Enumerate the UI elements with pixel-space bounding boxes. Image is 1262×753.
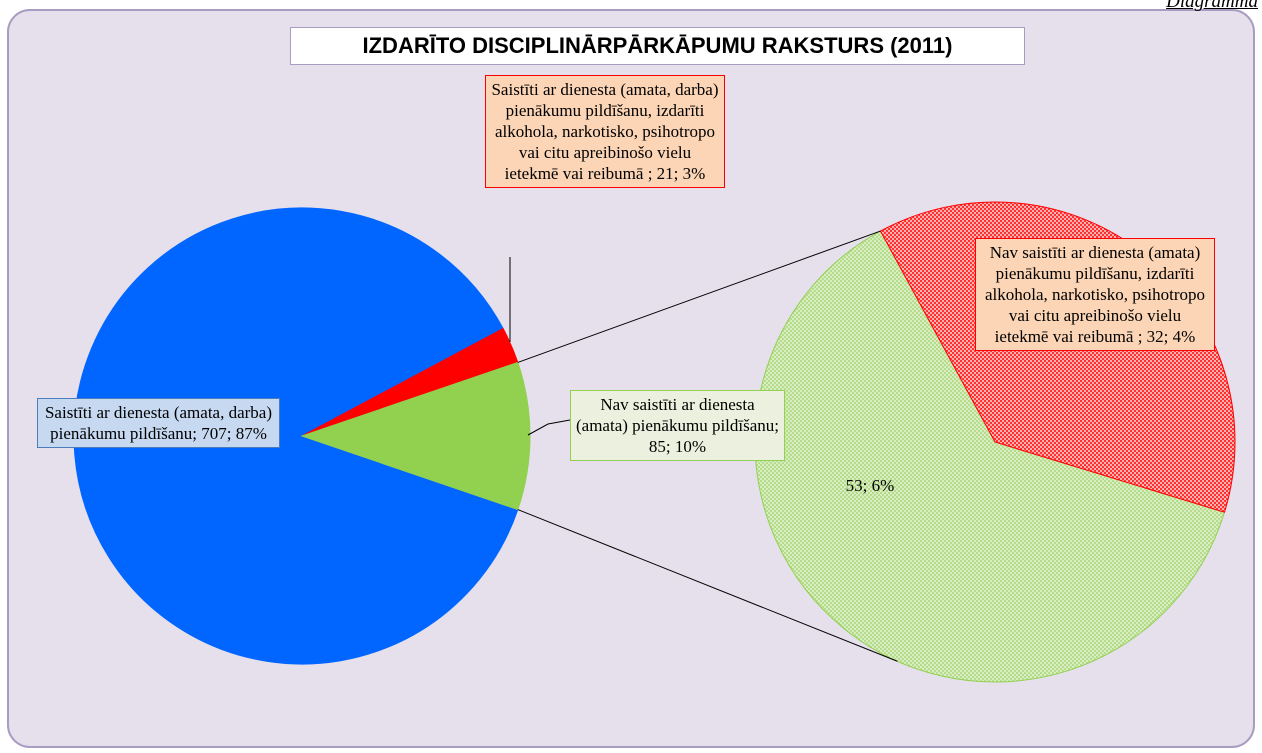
pie-slice bbox=[300, 361, 531, 511]
leader-line bbox=[527, 419, 571, 436]
data-label: 53; 6% bbox=[845, 476, 895, 495]
connector-line bbox=[517, 230, 881, 363]
data-label: Saistīti ar dienesta (amata, darba) pien… bbox=[37, 398, 280, 448]
corner-text: Diagramma bbox=[1166, 0, 1258, 12]
chart-title: IZDARĪTO DISCIPLINĀRPĀRKĀPUMU RAKSTURS (… bbox=[290, 27, 1025, 65]
pie-slice bbox=[754, 230, 1226, 683]
data-label: Saistīti ar dienesta (amata, darba) pien… bbox=[485, 75, 725, 188]
connector-line bbox=[517, 509, 898, 662]
pie-slice bbox=[73, 207, 519, 665]
data-label: Nav saistīti ar dienesta (amata) pienāku… bbox=[975, 238, 1215, 351]
data-label: Nav saistīti ar dienesta (amata) pienāku… bbox=[570, 390, 785, 461]
